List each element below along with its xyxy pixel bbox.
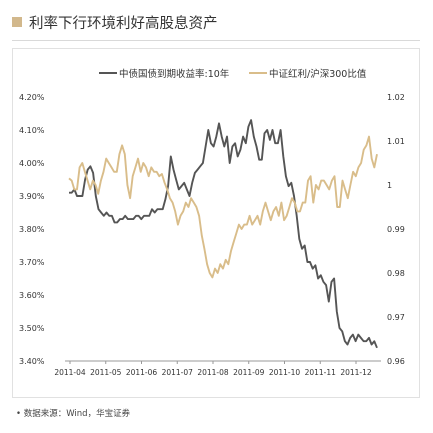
y-left-tick-label: 3.90%	[19, 192, 45, 201]
x-tick-label: 2011-11	[305, 368, 337, 377]
title-divider	[12, 40, 420, 41]
y-right-tick-label: 1	[387, 181, 392, 190]
x-tick-label: 2011-12	[340, 368, 372, 377]
y-right-tick-label: 0.98	[387, 269, 405, 278]
y-right-tick-label: 0.97	[387, 313, 405, 322]
legend-label: 中证红利/沪深300比值	[269, 68, 367, 80]
y-left-tick-label: 3.40%	[19, 357, 45, 366]
y-right-tick-label: 0.96	[387, 357, 405, 366]
y-right-tick-label: 1.02	[387, 93, 405, 102]
header: 利率下行环境利好高股息资产	[12, 12, 218, 32]
x-tick-label: 2011-06	[126, 368, 158, 377]
y-left-tick-label: 3.70%	[19, 258, 45, 267]
chart-frame: 4.20% 4.10% 4.00% 3.90% 3.80% 3.70% 3.60% 3.50%…	[12, 48, 420, 398]
y-left-tick-label: 3.50%	[19, 324, 45, 333]
series-line-bond-yield	[69, 119, 378, 349]
page-title: 利率下行环境利好高股息资产	[29, 15, 218, 32]
legend-label: 中债国债到期收益率:10年	[119, 68, 230, 80]
y-left-tick-label: 3.60%	[19, 291, 45, 300]
y-left-tick-label: 4.20%	[19, 93, 45, 102]
source-note: • 数据来源：Wind，华宝证券	[16, 409, 131, 419]
chart-svg: 4.20% 4.10% 4.00% 3.90% 3.80% 3.70% 3.60% 3.50%…	[19, 68, 405, 377]
x-tick-label: 2011-07	[162, 368, 194, 377]
y-left-tick-label: 4.00%	[19, 159, 45, 168]
series-line-dividend-ratio	[68, 135, 378, 279]
x-tick-label: 2011-09	[233, 368, 265, 377]
title-marker	[12, 17, 22, 27]
y-right-tick-label: 0.99	[387, 225, 405, 234]
x-tick-label: 2011-08	[197, 368, 229, 377]
x-tick-label: 2011-04	[54, 368, 86, 377]
y-left-tick-label: 4.10%	[19, 126, 45, 135]
x-tick-label: 2011-05	[90, 368, 122, 377]
x-tick-label: 2011-10	[269, 368, 301, 377]
y-right-tick-label: 1.01	[387, 137, 405, 146]
y-left-tick-label: 3.80%	[19, 225, 45, 234]
